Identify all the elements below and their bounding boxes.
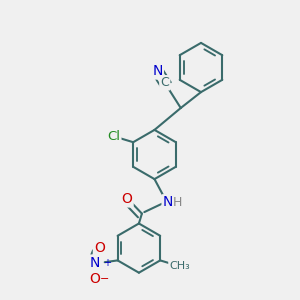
Text: Cl: Cl xyxy=(107,130,120,143)
Text: O: O xyxy=(122,192,132,206)
Text: N: N xyxy=(90,256,100,270)
Text: N: N xyxy=(152,64,163,78)
Text: +: + xyxy=(103,258,112,268)
Text: C: C xyxy=(160,76,169,89)
Text: CH₃: CH₃ xyxy=(169,261,190,272)
Text: O: O xyxy=(94,241,105,254)
Text: O: O xyxy=(89,272,100,286)
Text: H: H xyxy=(173,196,183,209)
Text: −: − xyxy=(100,274,109,284)
Text: N: N xyxy=(163,196,173,209)
